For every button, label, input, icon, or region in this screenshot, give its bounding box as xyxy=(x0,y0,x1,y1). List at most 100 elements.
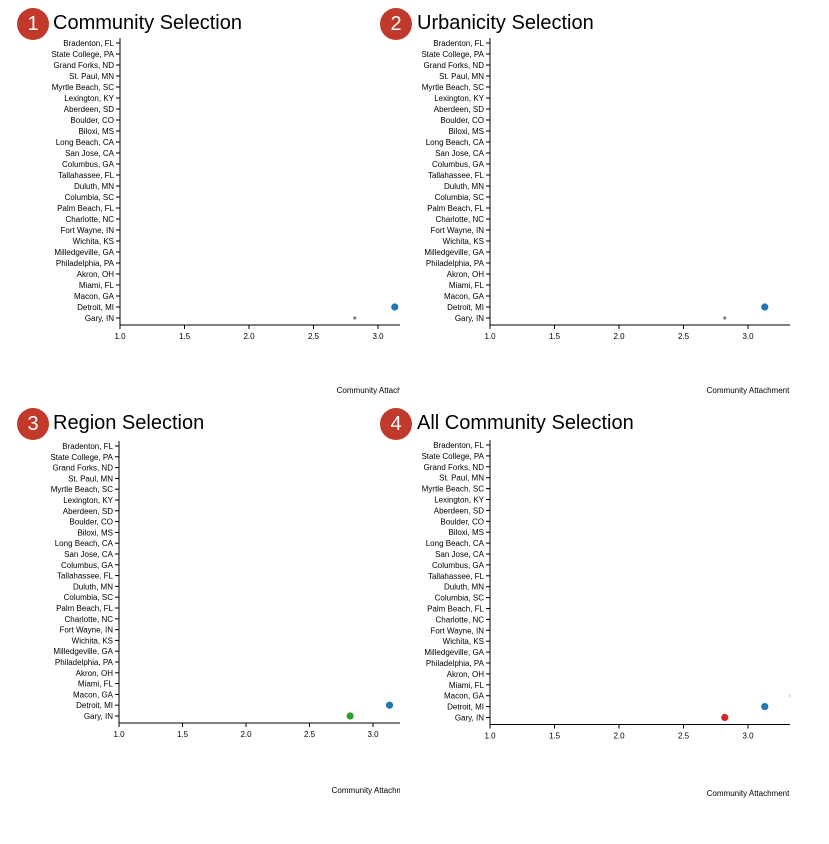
y-tick-label: Columbia, SC xyxy=(435,594,485,603)
y-tick-label: Wichita, KS xyxy=(73,237,114,246)
y-tick-label: San Jose, CA xyxy=(65,149,115,158)
y-tick-label: Charlotte, NC xyxy=(436,615,485,624)
y-tick-label: Fort Wayne, IN xyxy=(431,626,485,635)
chart-panel-3: 3 Region Selection Bradenton, FL State Co… xyxy=(0,400,400,820)
y-tick-label: Milledgeville, GA xyxy=(424,248,484,257)
y-tick-label: State College, PA xyxy=(50,453,113,462)
y-tick-label: Macon, GA xyxy=(444,292,485,301)
y-tick-label: Lexington, KY xyxy=(63,496,113,505)
y-tick-label: Duluth, MN xyxy=(73,582,113,591)
y-tick-label: Boulder, CO xyxy=(440,116,484,125)
y-tick-label: Milledgeville, GA xyxy=(424,648,484,657)
y-tick-label: Charlotte, NC xyxy=(65,615,114,624)
x-tick-label: 1.0 xyxy=(114,332,126,341)
data-point[interactable] xyxy=(385,701,394,709)
y-tick-label: Bradenton, FL xyxy=(62,442,113,451)
chart-plot: Bradenton, FL State College, PA Grand Fork… xyxy=(51,38,400,395)
y-tick-label: Philadelphia, PA xyxy=(426,259,485,268)
data-point[interactable] xyxy=(353,316,357,320)
y-tick-label: St. Paul, MN xyxy=(439,474,484,483)
y-tick-label: Gary, IN xyxy=(85,314,114,323)
y-tick-label: Gary, IN xyxy=(84,712,113,721)
y-tick-label: Lexington, KY xyxy=(434,496,484,505)
y-tick-label: Tallahassee, FL xyxy=(428,171,485,180)
y-tick-label: Duluth, MN xyxy=(444,583,484,592)
y-tick-label: Philadelphia, PA xyxy=(55,658,114,667)
data-point[interactable] xyxy=(391,303,399,311)
x-tick-label: 2.5 xyxy=(678,332,690,341)
y-tick-label: Fort Wayne, IN xyxy=(60,626,114,635)
y-tick-label: Macon, GA xyxy=(444,692,485,701)
data-point[interactable] xyxy=(761,703,769,711)
chart-title: Urbanicity Selection xyxy=(417,12,594,34)
x-tick-label: 2.0 xyxy=(613,332,625,341)
y-tick-label: Biloxi, MS xyxy=(448,528,484,537)
y-tick-label: Columbia, SC xyxy=(64,593,114,602)
y-tick-label: Akron, OH xyxy=(77,270,115,279)
y-tick-label: Grand Forks, ND xyxy=(424,463,485,472)
y-tick-label: Wichita, KS xyxy=(72,636,113,645)
chart-panel-2: 2 Urbanicity Selection Bradenton, FL Stat… xyxy=(370,0,790,410)
y-tick-label: Akron, OH xyxy=(447,270,485,279)
y-tick-label: Duluth, MN xyxy=(74,182,114,191)
y-tick-label: State College, PA xyxy=(421,50,484,59)
data-point[interactable] xyxy=(721,713,729,722)
y-tick-label: Bradenton, FL xyxy=(433,441,484,450)
y-tick-label: Charlotte, NC xyxy=(436,215,485,224)
x-tick-label: 2.0 xyxy=(240,730,252,739)
y-tick-label: Philadelphia, PA xyxy=(426,659,485,668)
y-tick-label: Biloxi, MS xyxy=(77,528,113,537)
y-tick-label: Grand Forks, ND xyxy=(54,61,115,70)
y-tick-label: Columbus, GA xyxy=(61,561,114,570)
y-tick-label: St. Paul, MN xyxy=(68,474,113,483)
y-tick-label: Milledgeville, GA xyxy=(53,647,113,656)
chart-plot: Bradenton, FL State College, PA Grand Fork… xyxy=(421,38,790,395)
x-tick-label: 1.5 xyxy=(549,732,561,741)
y-tick-label: Macon, GA xyxy=(73,690,114,699)
y-tick-label: Philadelphia, PA xyxy=(56,259,115,268)
chart-title: All Community Selection xyxy=(417,412,634,434)
x-tick-label: 1.0 xyxy=(113,730,125,739)
x-tick-label: 2.5 xyxy=(304,730,316,739)
panel-number-badge: 4 xyxy=(380,408,412,440)
y-tick-label: Akron, OH xyxy=(76,669,114,678)
y-tick-label: Bradenton, FL xyxy=(433,39,484,48)
y-tick-label: Fort Wayne, IN xyxy=(61,226,115,235)
x-tick-label: 3.0 xyxy=(742,732,754,741)
chart-plot: Bradenton, FL State College, PA Grand Fork… xyxy=(50,441,400,795)
y-tick-label: San Jose, CA xyxy=(435,149,485,158)
x-axis-label: Community Attachment xyxy=(707,789,790,798)
x-axis-label: Community Attachment xyxy=(337,386,400,395)
y-tick-label: Boulder, CO xyxy=(440,517,484,526)
y-tick-label: Myrtle Beach, SC xyxy=(52,83,114,92)
y-tick-label: Tallahassee, FL xyxy=(57,572,114,581)
y-tick-label: Palm Beach, FL xyxy=(427,605,484,614)
y-tick-label: Long Beach, CA xyxy=(426,539,485,548)
y-tick-label: Aberdeen, SD xyxy=(63,507,113,516)
x-tick-label: 2.0 xyxy=(613,732,625,741)
chart-panel-4: 4 All Community Selection Bradenton, FL S… xyxy=(370,400,790,820)
y-tick-label: Palm Beach, FL xyxy=(56,604,113,613)
y-tick-label: Aberdeen, SD xyxy=(434,105,484,114)
y-tick-label: Bradenton, FL xyxy=(63,39,114,48)
chart-title: Region Selection xyxy=(53,412,205,434)
data-point[interactable] xyxy=(346,712,354,720)
data-point[interactable] xyxy=(723,316,727,320)
y-tick-label: St. Paul, MN xyxy=(69,72,114,81)
y-tick-label: Wichita, KS xyxy=(443,637,484,646)
y-tick-label: Gary, IN xyxy=(455,314,484,323)
y-tick-label: Biloxi, MS xyxy=(78,127,114,136)
y-tick-label: Miami, FL xyxy=(79,281,115,290)
y-tick-label: Akron, OH xyxy=(447,670,485,679)
x-tick-label: 1.5 xyxy=(179,332,191,341)
x-tick-label: 3.0 xyxy=(367,730,379,739)
y-tick-label: Fort Wayne, IN xyxy=(431,226,485,235)
y-tick-label: State College, PA xyxy=(51,50,114,59)
y-tick-label: Wichita, KS xyxy=(443,237,484,246)
x-tick-label: 3.0 xyxy=(742,332,754,341)
y-tick-label: Macon, GA xyxy=(74,292,115,301)
y-tick-label: Gary, IN xyxy=(455,714,484,723)
y-tick-label: Miami, FL xyxy=(78,680,114,689)
data-point[interactable] xyxy=(761,303,769,311)
x-tick-label: 2.5 xyxy=(308,332,320,341)
